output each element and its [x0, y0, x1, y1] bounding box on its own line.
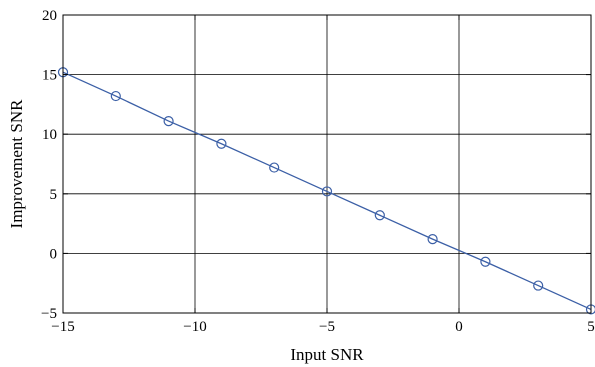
y-axis-label: Improvement SNR: [7, 99, 26, 229]
data-point-marker: [110, 90, 121, 102]
x-tick-label: 0: [455, 319, 463, 335]
x-tick-label: −15: [51, 319, 74, 335]
data-point-marker: [321, 186, 333, 197]
x-tick-label: −5: [319, 319, 335, 335]
data-point-marker: [427, 233, 438, 245]
y-tick-label: 5: [50, 187, 58, 203]
x-tick-label: 5: [587, 319, 595, 335]
data-point-marker: [533, 280, 544, 291]
data-point-marker: [216, 138, 227, 149]
y-tick-label: −5: [41, 306, 57, 322]
data-point-marker: [163, 115, 174, 127]
grid-layer: [63, 15, 591, 313]
ticks-layer: −15 −10 −5 0 5 −5 0 5 10 15 20: [41, 8, 595, 335]
data-point-marker: [480, 256, 491, 267]
y-tick-label: 20: [42, 8, 57, 24]
x-tick-label: −10: [183, 319, 206, 335]
y-tick-label: 15: [42, 68, 57, 84]
data-point-marker: [374, 210, 385, 221]
data-point-marker: [269, 162, 280, 173]
series-line: [62, 71, 592, 311]
x-axis-label: Input SNR: [290, 345, 364, 364]
y-tick-label: 0: [50, 246, 58, 262]
y-tick-label: 10: [42, 127, 57, 143]
